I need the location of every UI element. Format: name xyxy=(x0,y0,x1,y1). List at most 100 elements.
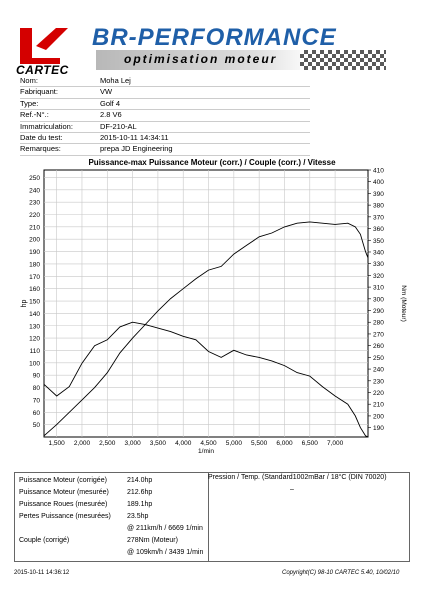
result-row: @ 211km/h / 6669 1/min xyxy=(19,523,205,534)
y2-tick-label: 340 xyxy=(373,249,384,256)
y-tick-label: 140 xyxy=(29,311,40,318)
vehicle-info-table: Nom: Moha Lej Fabriquant: VW Type: Golf 4 Ref.… xyxy=(20,76,310,156)
info-value: DF-210-AL xyxy=(100,121,137,131)
result-label: Puissance Roues (mesurée) xyxy=(19,501,108,508)
dyno-chart: 50 60 70 80 90 100 110 120 130 140 150 160 170 180 190… xyxy=(21,168,407,456)
y2-tick-label: 320 xyxy=(373,273,384,280)
info-label: Immatriculation: xyxy=(20,121,73,131)
y2-tick-label: 240 xyxy=(373,367,384,374)
y-tick-label: 180 xyxy=(29,261,40,268)
info-label: Nom: xyxy=(20,76,38,85)
y2-tick-label: 400 xyxy=(373,179,384,186)
info-row: Date du test: 2015-10-11 14:34:11 xyxy=(20,132,310,145)
x-tick-label: 4,500 xyxy=(200,440,217,447)
info-row: Fabriquant: VW xyxy=(20,87,310,99)
y-axis-label: hp xyxy=(21,300,28,308)
y2-tick-label: 410 xyxy=(373,168,384,175)
result-row: @ 109km/h / 3439 1/min xyxy=(19,547,205,558)
result-value: 212.6hp xyxy=(127,489,153,496)
footer-timestamp: 2015-10-11 14:36:12 xyxy=(14,570,70,576)
x-tick-label: 3,000 xyxy=(124,440,141,447)
result-label xyxy=(19,547,127,558)
y2-tick-label: 190 xyxy=(373,425,384,432)
x-tick-label: 5,000 xyxy=(226,440,243,447)
info-value: VW xyxy=(100,87,113,97)
y2-tick-label: 200 xyxy=(373,413,384,420)
y-tick-label: 50 xyxy=(33,422,41,429)
cartec-logo xyxy=(20,28,68,64)
y2-tick-label: 330 xyxy=(373,261,384,268)
x-tick-label: 5,500 xyxy=(251,440,268,447)
y-tick-label: 210 xyxy=(29,224,40,231)
result-label: Puissance Moteur (corrigée) xyxy=(19,477,107,484)
info-row: Immatriculation: DF-210-AL xyxy=(20,122,310,133)
pressure-label: Pression / Temp. (Standard1002mBar / 18°… xyxy=(208,474,387,481)
torque-curve xyxy=(43,321,369,438)
y2-tick-label: 300 xyxy=(373,296,384,303)
info-label: Type: xyxy=(20,98,39,108)
info-label: Ref.-N°.: xyxy=(20,110,49,120)
y-tick-label: 70 xyxy=(33,397,41,404)
result-value: 278Nm (Moteur) xyxy=(127,537,178,544)
info-value: Golf 4 xyxy=(100,98,121,108)
y-tick-label: 150 xyxy=(29,299,40,306)
x-tick-label: 3,500 xyxy=(150,440,167,447)
results-column: Puissance Moteur (corrigée) 214.0hp Puissa… xyxy=(15,473,209,561)
checkered-flag-icon xyxy=(300,50,386,70)
result-label: Pertes Puissance (mesurées) xyxy=(19,513,111,520)
y-tick-label: 220 xyxy=(29,212,40,219)
info-value: Moha Lej xyxy=(100,76,131,85)
pressure-value: – xyxy=(290,486,294,493)
x-tick-label: 1,500 xyxy=(49,440,66,447)
y-tick-label: 160 xyxy=(29,286,40,293)
y2-tick-label: 390 xyxy=(373,191,384,198)
y2-tick-label: 310 xyxy=(373,285,384,292)
brand-subtitle: optimisation moteur xyxy=(124,52,278,66)
result-value: 214.0hp xyxy=(127,477,153,484)
y-tick-label: 250 xyxy=(29,175,40,182)
info-label: Date du test: xyxy=(20,132,63,142)
y2-tick-label: 210 xyxy=(373,402,384,409)
y2-tick-label: 350 xyxy=(373,238,384,245)
y2-tick-label: 360 xyxy=(373,226,384,233)
y2-tick-label: 380 xyxy=(373,203,384,210)
y-tick-label: 230 xyxy=(29,200,40,207)
y-tick-label: 90 xyxy=(33,373,41,380)
result-value: @ 211km/h / 6669 1/min xyxy=(127,525,203,532)
y2-tick-label: 230 xyxy=(373,378,384,385)
info-label: Remarques: xyxy=(20,144,61,154)
y-tick-label: 190 xyxy=(29,249,40,256)
result-label: Couple (corrigé) xyxy=(19,537,70,544)
result-value: 189.1hp xyxy=(127,501,153,508)
footer-copyright: Copyright(C) 98-10 CARTEC 5.40, 10/02/10 xyxy=(282,570,400,576)
info-value: prepa JD Engineering xyxy=(100,144,173,154)
y-tick-label: 60 xyxy=(33,410,41,417)
x-tick-label: 6,000 xyxy=(276,440,293,447)
results-table: Puissance Moteur (corrigée) 214.0hp Puissa… xyxy=(14,472,410,562)
y-tick-label: 110 xyxy=(30,348,41,355)
info-row: Type: Golf 4 xyxy=(20,98,310,111)
x-tick-label: 2,000 xyxy=(74,440,91,447)
company-name: CARTEC xyxy=(16,63,69,77)
info-row: Ref.-N°.: 2.8 V6 xyxy=(20,110,310,122)
result-value: @ 109km/h / 3439 1/min xyxy=(127,549,204,556)
info-value: 2015-10-11 14:34:11 xyxy=(100,132,169,142)
x-tick-label: 6,500 xyxy=(302,440,319,447)
result-row: Puissance Moteur (corrigée) 214.0hp xyxy=(19,475,205,486)
y-tick-label: 100 xyxy=(29,360,40,367)
result-row: Puissance Roues (mesurée) 189.1hp xyxy=(19,499,205,510)
result-value: 23.5hp xyxy=(127,513,149,520)
info-label: Fabriquant: xyxy=(20,87,58,97)
result-row: Puissance Moteur (mesurée) 212.6hp xyxy=(19,487,205,498)
y-tick-label: 200 xyxy=(29,237,40,244)
x-tick-label: 2,500 xyxy=(99,440,116,447)
x-tick-label: 7,000 xyxy=(327,440,344,447)
y2-tick-label: 270 xyxy=(373,331,384,338)
y2-tick-label: 280 xyxy=(373,320,384,327)
y2-tick-label: 290 xyxy=(373,308,384,315)
y2-tick-label: 250 xyxy=(373,355,384,362)
y2-tick-label: 220 xyxy=(373,390,384,397)
result-label xyxy=(19,523,127,534)
result-label: Puissance Moteur (mesurée) xyxy=(19,489,109,496)
info-row: Remarques: prepa JD Engineering xyxy=(20,144,310,156)
